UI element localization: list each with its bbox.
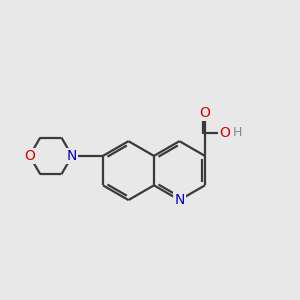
Text: N: N: [174, 193, 184, 207]
Text: O: O: [24, 149, 35, 163]
Text: H: H: [232, 126, 242, 140]
Text: N: N: [67, 149, 77, 163]
Text: O: O: [200, 106, 210, 120]
Text: O: O: [220, 126, 230, 140]
